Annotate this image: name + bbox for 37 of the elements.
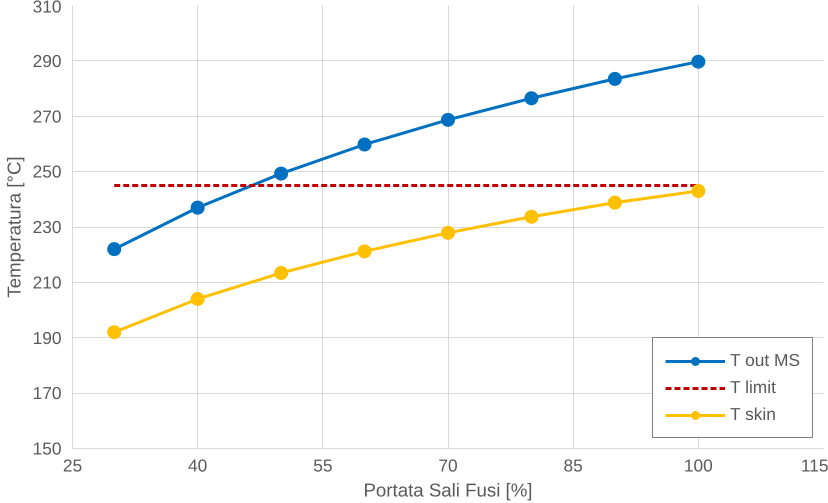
point bbox=[524, 91, 538, 106]
point bbox=[441, 226, 455, 240]
legend-label: T limit bbox=[730, 377, 776, 398]
point bbox=[608, 72, 622, 86]
point bbox=[190, 292, 205, 306]
point bbox=[358, 138, 372, 152]
point bbox=[524, 210, 538, 224]
y-tick-label: 290 bbox=[32, 50, 62, 71]
x-tick-label: 100 bbox=[684, 456, 713, 476]
point bbox=[190, 200, 205, 215]
point bbox=[441, 112, 455, 127]
y-tick-label: 250 bbox=[32, 162, 62, 182]
y-tick-label: 170 bbox=[32, 383, 62, 404]
y-tick-label: 190 bbox=[32, 328, 62, 348]
legend-label: T skin bbox=[730, 404, 776, 425]
x-tick-label: 70 bbox=[438, 456, 458, 476]
x-tick-label: 25 bbox=[62, 456, 82, 476]
x-tick-label: 85 bbox=[564, 456, 583, 476]
x-tick-label: 55 bbox=[313, 456, 332, 476]
y-tick-label: 150 bbox=[32, 438, 62, 458]
point bbox=[358, 244, 372, 258]
x-tick-label: 40 bbox=[188, 456, 208, 476]
x-tick-label: 115 bbox=[800, 456, 828, 476]
point bbox=[274, 266, 288, 280]
point bbox=[691, 54, 706, 69]
point bbox=[608, 196, 622, 210]
y-axis-title: Temperatura [°C] bbox=[4, 156, 25, 298]
legend-label: T out MS bbox=[730, 350, 800, 371]
point bbox=[274, 166, 288, 181]
point bbox=[107, 325, 122, 340]
y-tick-label: 310 bbox=[32, 0, 62, 16]
y-tick-label: 230 bbox=[32, 217, 62, 237]
x-axis-title: Portata Sali Fusi [%] bbox=[363, 480, 533, 500]
point bbox=[107, 242, 122, 256]
y-tick-label: 270 bbox=[32, 106, 62, 126]
point bbox=[691, 184, 706, 198]
y-tick-label: 210 bbox=[32, 272, 62, 292]
